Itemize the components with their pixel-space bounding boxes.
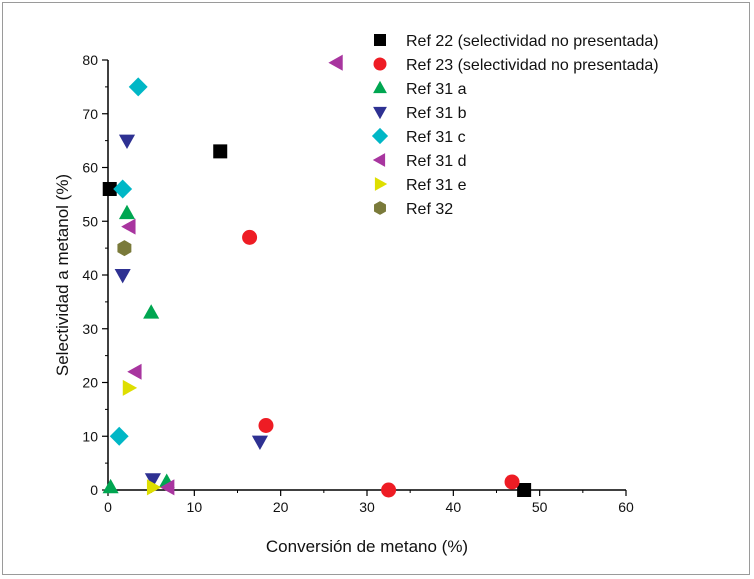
legend-marker-diamond bbox=[371, 127, 389, 145]
y-tick-label: 20 bbox=[82, 375, 98, 391]
legend-item: Ref 31 c bbox=[371, 127, 466, 146]
y-tick-label: 70 bbox=[82, 106, 98, 122]
data-point-triangle-left bbox=[328, 54, 343, 71]
legend-item: Ref 32 bbox=[374, 201, 453, 218]
legend-label: Ref 32 bbox=[406, 201, 453, 218]
data-point-square bbox=[517, 483, 532, 497]
legend-item: Ref 23 (selectividad no presentada) bbox=[373, 57, 659, 74]
data-point-triangle-down bbox=[114, 269, 131, 284]
legend-marker-hexagon bbox=[374, 201, 386, 215]
legend-item: Ref 22 (selectividad no presentada) bbox=[374, 33, 659, 50]
legend-marker-square bbox=[374, 34, 386, 46]
data-point-triangle-left bbox=[127, 363, 142, 380]
legend-item: Ref 31 a bbox=[373, 80, 467, 98]
data-point-circle bbox=[504, 474, 520, 490]
y-tick-label: 0 bbox=[90, 482, 98, 498]
x-tick-label: 0 bbox=[104, 499, 112, 515]
tick-marks: 0 10 20 30 40 50 60 0 10 20 30 40 50 60 70 80 bbox=[82, 52, 634, 515]
x-tick-label: 50 bbox=[532, 499, 548, 515]
legend-label: Ref 31 a bbox=[406, 81, 467, 98]
x-tick-label: 10 bbox=[187, 499, 203, 515]
legend-item: Ref 31 b bbox=[373, 105, 467, 122]
y-tick-label: 30 bbox=[82, 321, 98, 337]
data-point-triangle-right bbox=[146, 479, 162, 496]
data-point-square bbox=[102, 182, 117, 196]
data-point-triangle-left bbox=[160, 479, 175, 496]
legend-marker-circle bbox=[373, 57, 387, 71]
y-tick-label: 10 bbox=[82, 428, 98, 444]
data-point-hexagon bbox=[117, 240, 132, 257]
data-point-triangle-up bbox=[118, 204, 136, 220]
x-axis-label: Conversión de metano (%) bbox=[266, 537, 468, 556]
legend-label: Ref 22 (selectividad no presentada) bbox=[406, 33, 659, 50]
data-point-triangle-down bbox=[118, 134, 136, 150]
legend-label: Ref 31 b bbox=[406, 105, 467, 122]
legend-label: Ref 31 e bbox=[406, 177, 467, 194]
legend-label: Ref 23 (selectividad no presentada) bbox=[406, 57, 659, 74]
data-points bbox=[102, 54, 532, 498]
y-tick-label: 40 bbox=[82, 267, 98, 283]
legend-item: Ref 31 d bbox=[372, 153, 466, 170]
data-point-square bbox=[213, 144, 228, 159]
x-tick-label: 20 bbox=[273, 499, 289, 515]
axes bbox=[107, 60, 626, 491]
x-tick-label: 30 bbox=[359, 499, 375, 515]
legend-label: Ref 31 c bbox=[406, 129, 466, 146]
legend-label: Ref 31 d bbox=[406, 153, 466, 170]
data-point-circle bbox=[381, 482, 397, 498]
data-point-diamond bbox=[109, 426, 129, 446]
data-point-triangle-right bbox=[122, 379, 138, 396]
legend-marker-triangle-down bbox=[373, 106, 387, 120]
data-point-triangle-up bbox=[102, 478, 119, 494]
y-tick-label: 60 bbox=[82, 160, 98, 176]
data-point-diamond bbox=[113, 179, 133, 199]
data-point-triangle-left bbox=[121, 218, 136, 235]
data-point-circle bbox=[258, 418, 274, 433]
data-point-triangle-up bbox=[143, 304, 160, 319]
x-tick-label: 40 bbox=[446, 499, 462, 515]
legend-item: Ref 31 e bbox=[374, 177, 467, 194]
legend-marker-triangle-right bbox=[374, 177, 388, 191]
legend-marker-triangle-left bbox=[372, 153, 386, 167]
data-point-circle bbox=[242, 229, 258, 245]
data-point-triangle-down bbox=[144, 473, 161, 488]
x-tick-label: 60 bbox=[618, 499, 634, 515]
legend: Ref 22 (selectividad no presentada) Ref 2… bbox=[371, 33, 659, 218]
legend-marker-triangle-up bbox=[373, 80, 387, 94]
data-point-diamond bbox=[128, 77, 148, 97]
y-axis-label: Selectividad a metanol (%) bbox=[53, 174, 72, 376]
y-tick-label: 80 bbox=[82, 52, 98, 68]
data-point-triangle-down bbox=[251, 435, 268, 451]
y-tick-label: 50 bbox=[82, 213, 98, 229]
